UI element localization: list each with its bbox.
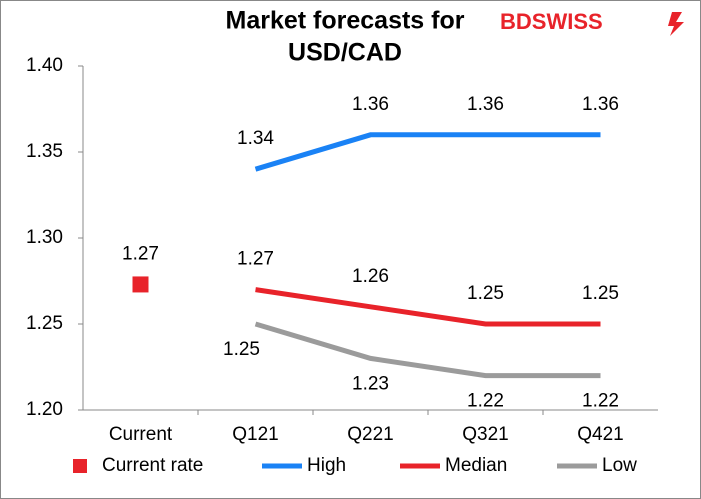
y-tick-label: 1.20 — [26, 399, 63, 420]
data-label: 1.23 — [352, 373, 389, 394]
y-tick-label: 1.35 — [26, 141, 63, 162]
legend-label: Median — [445, 455, 507, 476]
chart-title: USD/CAD — [288, 39, 402, 67]
series-line — [254, 321, 601, 379]
x-tick-label: Current — [109, 424, 173, 445]
data-label: 1.25 — [223, 339, 260, 360]
logo: BDSWISS — [500, 9, 603, 34]
data-label: 1.36 — [352, 94, 389, 115]
legend-label: High — [307, 455, 346, 476]
series-line — [255, 287, 601, 327]
data-label: 1.27 — [237, 249, 274, 270]
legend-swatch — [73, 459, 87, 473]
series-line — [254, 132, 601, 172]
chart-title: Market forecasts for — [226, 7, 465, 35]
data-label: 1.25 — [582, 283, 619, 304]
data-label: 1.22 — [582, 391, 619, 412]
y-tick-label: 1.40 — [26, 55, 63, 76]
data-label: 1.36 — [582, 94, 619, 115]
x-tick-label: Q121 — [232, 424, 278, 445]
data-label: 1.22 — [467, 391, 504, 412]
y-tick-label: 1.30 — [26, 227, 63, 248]
data-label: 1.25 — [467, 283, 504, 304]
logo-icon — [668, 12, 684, 36]
marker — [132, 276, 149, 293]
data-label: 1.36 — [467, 94, 504, 115]
data-label: 1.27 — [122, 243, 159, 264]
data-label: 1.34 — [237, 128, 274, 149]
x-tick-label: Q421 — [577, 424, 623, 445]
y-tick-label: 1.25 — [26, 313, 63, 334]
x-tick-label: Q221 — [347, 424, 393, 445]
legend-label: Low — [602, 455, 637, 476]
data-label: 1.26 — [352, 266, 389, 287]
legend-label: Current rate — [102, 455, 203, 476]
x-tick-label: Q321 — [462, 424, 508, 445]
